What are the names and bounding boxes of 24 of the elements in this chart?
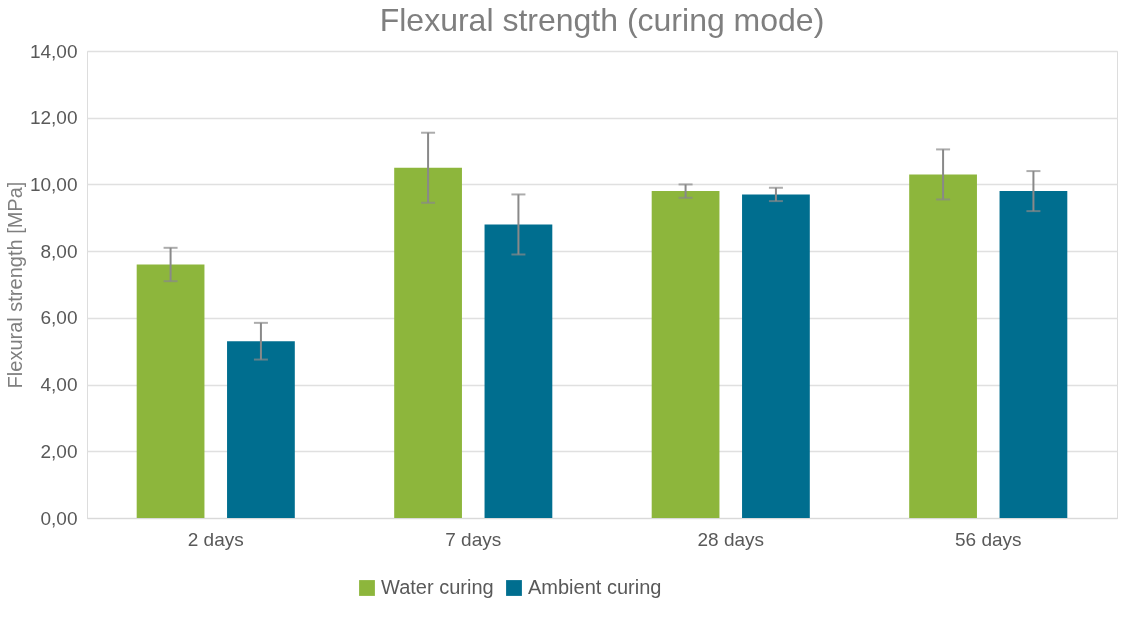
- y-tick-label: 12,00: [29, 107, 78, 129]
- bar: [484, 224, 553, 518]
- x-tick-label: 56 days: [954, 528, 1022, 550]
- x-tick-label: 7 days: [445, 528, 502, 550]
- y-tick-label: 14,00: [29, 40, 78, 62]
- y-tick-label: 8,00: [40, 240, 78, 262]
- bar: [651, 191, 720, 518]
- bar: [394, 167, 462, 518]
- bar: [136, 264, 205, 518]
- x-tick-label: 28 days: [697, 528, 765, 550]
- y-tick-label: 0,00: [40, 507, 78, 529]
- bar: [742, 194, 810, 518]
- bar: [999, 191, 1068, 518]
- x-tick-label: 2 days: [187, 528, 244, 550]
- chart-title: Flexural strength (curing mode): [379, 2, 825, 38]
- y-tick-label: 2,00: [40, 440, 78, 462]
- y-tick-label: 6,00: [40, 307, 78, 329]
- y-axis-title: Flexural strength [MPa]: [3, 181, 26, 389]
- legend-label: Ambient curing: [528, 576, 662, 598]
- bar: [909, 174, 977, 518]
- legend-label: Water curing: [381, 576, 494, 598]
- y-tick-label: 4,00: [40, 374, 78, 396]
- bar: [227, 341, 295, 518]
- y-tick-label: 10,00: [29, 173, 78, 195]
